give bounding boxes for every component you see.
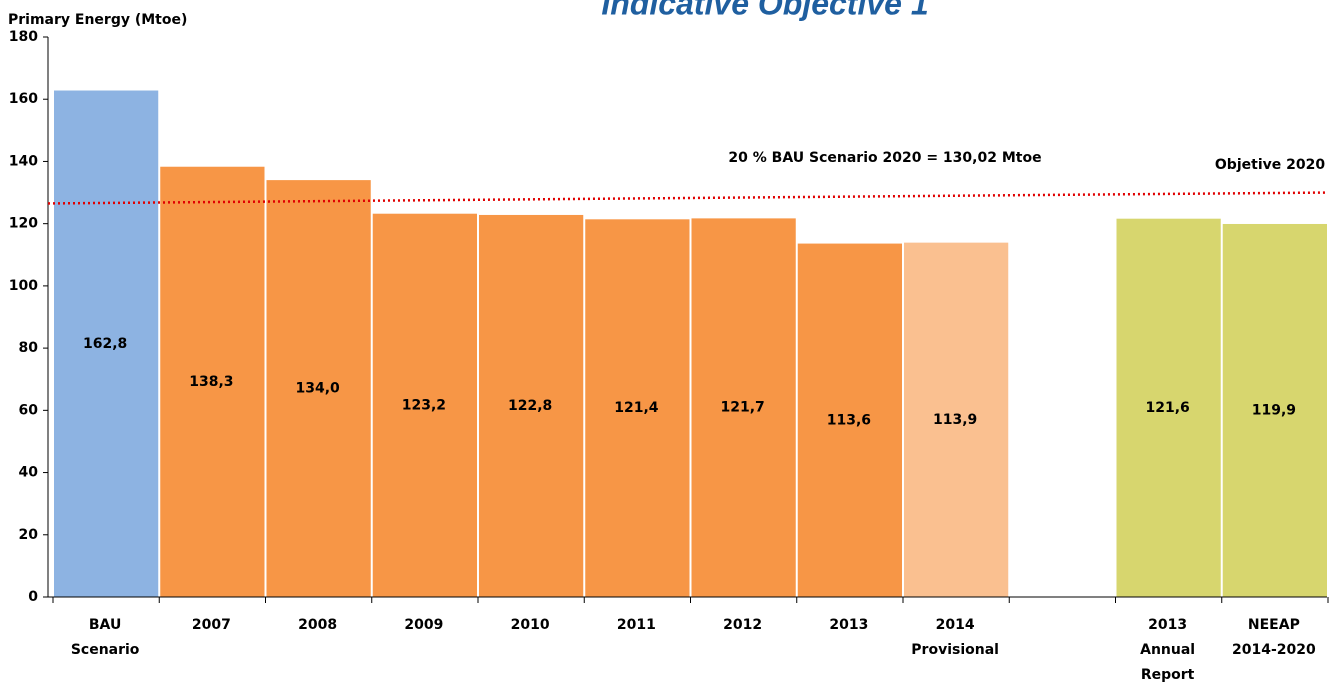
y-axis-label: Primary Energy (Mtoe) [8,12,187,28]
y-tick-label: 40 [19,465,39,481]
bar [585,219,690,598]
x-tick-label: Provisional [911,642,999,658]
x-tick-label: NEEAP [1248,617,1300,633]
x-tick-label: 2013 [829,617,868,633]
bar [1222,223,1327,597]
x-tick-label: 2014 [936,617,975,633]
x-tick-label: Report [1141,667,1195,683]
x-tick-label: Annual [1140,642,1195,658]
value-label: 138,3 [189,374,233,390]
y-tick-label: 180 [9,29,38,45]
value-label: 134,0 [295,381,340,397]
y-tick-label: 0 [28,589,38,605]
x-tick-label: 2011 [617,617,656,633]
bar [54,90,159,597]
y-tick-label: 160 [9,91,38,107]
x-tick-label: 2007 [192,617,231,633]
value-label: 121,7 [720,400,764,416]
x-tick-label: 2010 [511,617,550,633]
y-tick-label: 80 [19,340,39,356]
bar [691,218,796,597]
value-label: 113,6 [827,412,871,428]
y-tick-label: 20 [19,527,39,543]
value-label: 113,9 [933,412,977,428]
value-label: 121,6 [1145,400,1189,416]
annotation: Objetive 2020 [1215,157,1325,173]
value-label: 121,4 [614,400,659,416]
reference-line [47,191,1328,205]
bar [160,166,265,597]
x-tick-label: Scenario [71,642,140,658]
bar [372,213,477,597]
annotation: 20 % BAU Scenario 2020 = 130,02 Mtoe [728,150,1041,166]
x-tick-label: 2009 [404,617,443,633]
y-tick-label: 100 [9,278,38,294]
x-tick-label: BAU [89,617,121,633]
bar [904,242,1009,597]
value-label: 162,8 [83,336,127,352]
bar [266,180,371,597]
x-tick-label: 2012 [723,617,762,633]
chart-title: Indicative Objective 1 [601,0,928,21]
bar [1116,218,1221,597]
y-tick-label: 60 [19,402,39,418]
x-tick-label: 2008 [298,617,337,633]
value-label: 119,9 [1252,402,1296,418]
x-tick-label: 2014-2020 [1232,642,1316,658]
value-label: 122,8 [508,398,552,414]
bar [797,243,902,598]
x-tick-label: 2013 [1148,617,1187,633]
value-label: 123,2 [402,397,446,413]
bar [479,214,584,597]
y-tick-label: 120 [9,216,38,232]
y-tick-label: 140 [9,153,38,169]
